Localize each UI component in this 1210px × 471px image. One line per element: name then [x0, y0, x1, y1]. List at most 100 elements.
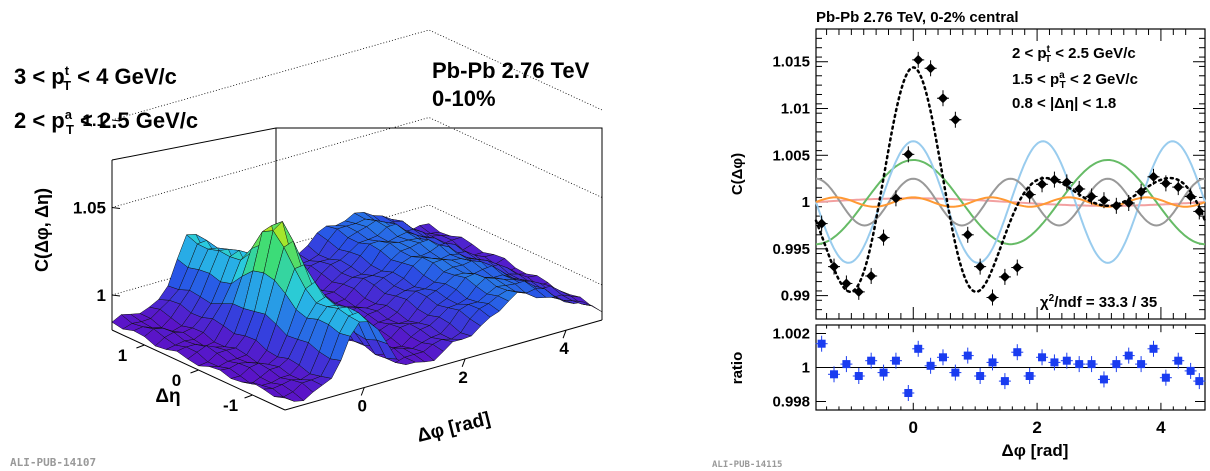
ratio-point: [1048, 354, 1061, 371]
ratio-point: [815, 335, 828, 352]
ratio-points: [815, 335, 1206, 401]
main-frame: [815, 28, 1206, 320]
fit-curve: [814, 66, 1207, 294]
data-point: [1184, 188, 1197, 205]
data-point: [1122, 195, 1135, 211]
y-tick-label: 1.005: [772, 147, 810, 164]
trigger-pt-label: 3 < pt T < 4 GeV/c: [14, 63, 177, 93]
ratio-point: [912, 340, 925, 357]
data-point: [974, 258, 987, 275]
ratio-point: [889, 352, 902, 369]
data-point: [936, 90, 949, 107]
surface-axes: 1.1 1.05 1 0 2 4 1 0 -1: [73, 111, 569, 415]
data-point: [1011, 259, 1024, 276]
ratio-point: [924, 357, 937, 374]
ratio-point: [902, 385, 915, 401]
surface-mesh: [111, 212, 603, 402]
surface-plot: 3 < pt T < 4 GeV/c 2 < pa T < 2.5 GeV/c Pb…: [10, 29, 603, 469]
ratio-tick-label: 1.002: [772, 326, 810, 343]
data-point: [1110, 197, 1123, 214]
ratio-point: [877, 364, 890, 381]
data-point: [877, 229, 890, 246]
ratio-point: [961, 347, 974, 364]
data-point: [998, 268, 1011, 285]
x-tick-label: 2: [1032, 418, 1041, 437]
ratio-point: [1147, 340, 1160, 357]
ratio-point: [1122, 347, 1135, 364]
x-tick-label: 0: [909, 418, 918, 437]
ratio-axis-label: ratio: [729, 352, 746, 385]
ratio-point: [1193, 373, 1206, 390]
ratio-point: [828, 366, 841, 383]
y-tick-label: 0.995: [772, 241, 810, 258]
data-point: [949, 111, 962, 128]
ratio-point: [865, 352, 878, 369]
right-footer: ALI-PUB-14115: [712, 460, 782, 470]
y-tick-label: -1: [223, 396, 238, 415]
z-axis-label: C(Δφ, Δη): [32, 188, 52, 272]
data-point: [852, 283, 865, 300]
data-point: [986, 289, 999, 306]
x-tick-label: 0: [358, 396, 367, 415]
centrality-label: 0-10%: [432, 86, 496, 111]
ratio-point: [1073, 356, 1086, 373]
data-point: [1085, 188, 1098, 205]
ratio-tick-label: 0.998: [772, 394, 810, 411]
ratio-point: [1023, 368, 1036, 384]
x-axis-label: Δφ [rad]: [1002, 441, 1069, 460]
harmonic-v1: [815, 197, 1206, 207]
x-axis-label: Δφ [rad]: [415, 408, 493, 446]
ratio-point: [949, 364, 962, 381]
fourier-fit: [814, 66, 1207, 294]
ratio-point: [1172, 352, 1185, 369]
ratio-point: [1184, 362, 1197, 379]
ratio-point: [840, 356, 853, 373]
data-point: [1159, 175, 1172, 192]
data-point: [924, 60, 937, 77]
y-tick-label: 0: [172, 371, 181, 390]
y-tick-label: 1.01: [781, 101, 810, 118]
data-point: [1147, 168, 1160, 185]
y-tick-label: 1.015: [772, 54, 810, 71]
data-point: [1048, 171, 1061, 188]
data-point: [1073, 180, 1086, 197]
data-point: [840, 275, 853, 292]
ratio-point: [1036, 349, 1049, 366]
data-point: [912, 51, 925, 68]
plot-title: Pb-Pb 2.76 TeV, 0-2% central: [816, 9, 1019, 26]
data-point: [889, 190, 902, 207]
ratio-point: [1011, 344, 1024, 361]
ratio-point: [998, 373, 1011, 390]
data-point: [1135, 183, 1148, 200]
ratio-tick-label: 1: [802, 360, 810, 377]
y-axis-label: Δη: [155, 386, 180, 407]
data-point: [1036, 176, 1049, 193]
ratio-point: [986, 354, 999, 371]
y-tick-label: 1: [118, 346, 127, 365]
x-tick-label: 4: [1156, 418, 1166, 437]
z-tick-label: 1.1: [82, 111, 106, 130]
data-point: [1193, 203, 1206, 220]
harmonic-v5: [815, 196, 1206, 208]
right-axes: 1.015 1.01 1.005 1 0.995 0.99 0 2 4 1.002 1 0.998: [772, 28, 1205, 437]
data-point: [815, 215, 828, 232]
system-label: Pb-Pb 2.76 TeV: [432, 58, 590, 83]
data-point: [828, 258, 841, 275]
harmonic-v4: [815, 177, 1206, 227]
y-tick-label: 0.99: [781, 288, 810, 305]
data-point: [1060, 174, 1073, 191]
ratio-point: [1085, 356, 1098, 373]
harmonic-v3: [815, 140, 1206, 264]
legend-assoc: 1.5 < pa T < 2 GeV/c: [1012, 70, 1138, 91]
plot-box: [111, 127, 603, 411]
x-tick-label: 4: [559, 339, 569, 358]
harmonic-curves: [815, 140, 1206, 264]
ratio-point: [1060, 352, 1073, 369]
z-tick-label: 1.05: [73, 199, 106, 218]
ratio-point: [852, 368, 865, 384]
legend-eta: 0.8 < |Δη| < 1.8: [1012, 95, 1116, 112]
ratio-point: [1097, 371, 1110, 388]
data-point: [1023, 186, 1036, 203]
y-tick-label: 1: [802, 194, 810, 211]
data-point: [1097, 192, 1110, 209]
